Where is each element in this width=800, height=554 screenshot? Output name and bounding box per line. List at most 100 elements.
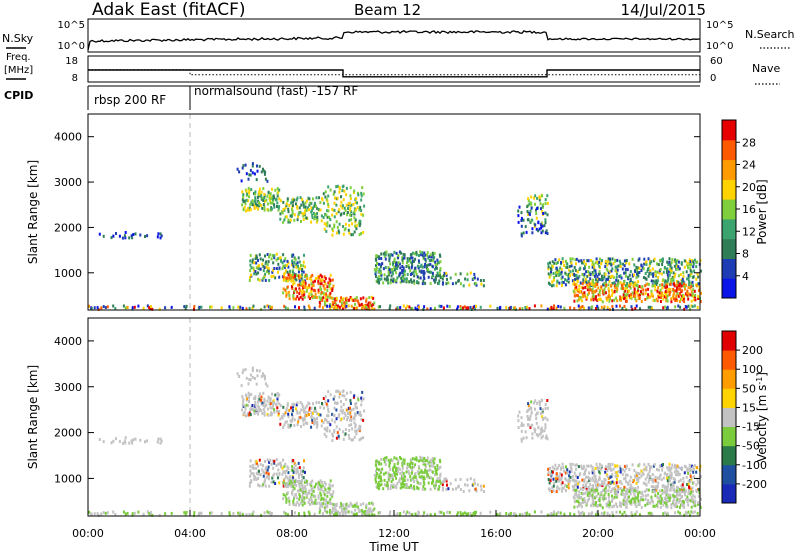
- power-cell: [629, 270, 632, 273]
- velocity-cell: [649, 474, 652, 478]
- power-cell: [361, 304, 364, 308]
- velocity-cell: [362, 397, 365, 401]
- velocity-cell: [341, 411, 344, 415]
- power-cell: [388, 307, 391, 311]
- power-cell: [292, 253, 295, 257]
- velocity-cell: [570, 469, 573, 473]
- velocity-cell: [279, 461, 282, 465]
- velocity-cell: [304, 413, 307, 417]
- velocity-cell: [378, 475, 380, 479]
- power-cell: [377, 305, 380, 309]
- velocity-cell: [237, 511, 240, 515]
- velocity-cell: [333, 406, 336, 410]
- power-cell: [131, 306, 134, 310]
- power-cell: [301, 198, 304, 201]
- velocity-cell: [581, 466, 583, 470]
- power-cell: [553, 304, 555, 308]
- velocity-cell: [277, 462, 280, 466]
- power-cell: [426, 253, 428, 257]
- velocity-cell: [252, 510, 255, 514]
- nsky-label: N.Sky: [2, 32, 34, 45]
- velocity-cell: [373, 473, 376, 477]
- velocity-cell: [311, 479, 314, 483]
- velocity-cell: [520, 424, 523, 428]
- velocity-cell: [657, 481, 660, 485]
- power-cell: [609, 259, 612, 263]
- power-cell: [675, 262, 678, 266]
- power-cell: [554, 258, 557, 262]
- velocity-cell: [342, 503, 345, 507]
- velocity-cell: [244, 407, 247, 411]
- velocity-cell: [389, 467, 392, 471]
- colorbar-tick-label: -15: [742, 421, 760, 434]
- power-cell: [629, 277, 632, 281]
- velocity-cell: [592, 484, 595, 488]
- power-cell: [409, 273, 412, 276]
- power-cell: [434, 267, 436, 271]
- power-cell: [291, 207, 293, 211]
- velocity-cell: [327, 487, 330, 491]
- power-cell: [353, 216, 356, 220]
- power-cell: [329, 291, 332, 295]
- velocity-cell: [677, 493, 680, 497]
- velocity-cell: [619, 487, 622, 490]
- power-cell: [325, 292, 328, 296]
- power-cell: [381, 262, 384, 266]
- power-cell: [655, 297, 658, 301]
- power-cell: [260, 307, 263, 311]
- power-cell: [236, 167, 239, 171]
- power-cell: [588, 271, 591, 275]
- power-cell: [665, 287, 668, 291]
- power-cell: [350, 218, 353, 222]
- power-cell: [318, 196, 321, 200]
- power-cell: [580, 299, 583, 303]
- velocity-cell: [326, 494, 329, 498]
- velocity-cell: [331, 493, 334, 496]
- velocity-cell: [325, 418, 328, 422]
- velocity-cell: [522, 436, 525, 440]
- velocity-cell: [666, 488, 669, 492]
- power-cell: [658, 293, 661, 297]
- power-cell: [697, 297, 700, 300]
- velocity-cell: [624, 473, 627, 477]
- velocity-cell: [298, 411, 301, 415]
- velocity-cell: [380, 457, 383, 461]
- velocity-cell: [482, 490, 485, 493]
- velocity-cell: [278, 393, 281, 397]
- power-cell: [579, 290, 582, 293]
- power-cell: [400, 251, 402, 255]
- power-cell: [479, 279, 482, 282]
- velocity-cell: [270, 462, 273, 466]
- power-cell: [547, 272, 550, 276]
- power-cell: [193, 305, 196, 309]
- power-cell: [416, 275, 419, 279]
- power-cell: [391, 267, 394, 271]
- power-cell: [283, 271, 286, 275]
- power-cell: [596, 280, 599, 283]
- power-cell: [271, 195, 274, 199]
- power-cell: [396, 276, 399, 280]
- power-cell: [540, 221, 543, 225]
- velocity-cell: [402, 472, 405, 476]
- power-cell: [422, 255, 425, 259]
- velocity-cell: [586, 502, 589, 506]
- velocity-cell: [358, 413, 361, 417]
- power-cell: [360, 194, 363, 198]
- velocity-cell: [411, 462, 414, 465]
- velocity-cell: [659, 505, 662, 509]
- power-cell: [410, 266, 413, 270]
- power-cell: [655, 279, 658, 283]
- power-cell: [525, 230, 528, 234]
- velocity-cell: [673, 480, 676, 484]
- power-cell: [575, 287, 578, 291]
- velocity-cell: [301, 417, 304, 421]
- power-cell: [351, 222, 354, 226]
- velocity-cell: [380, 483, 383, 487]
- power-cell: [645, 288, 647, 292]
- velocity-cell: [681, 483, 684, 487]
- power-cell: [633, 283, 636, 287]
- power-cell: [358, 303, 361, 307]
- power-cell: [310, 201, 313, 205]
- velocity-cell: [258, 395, 261, 399]
